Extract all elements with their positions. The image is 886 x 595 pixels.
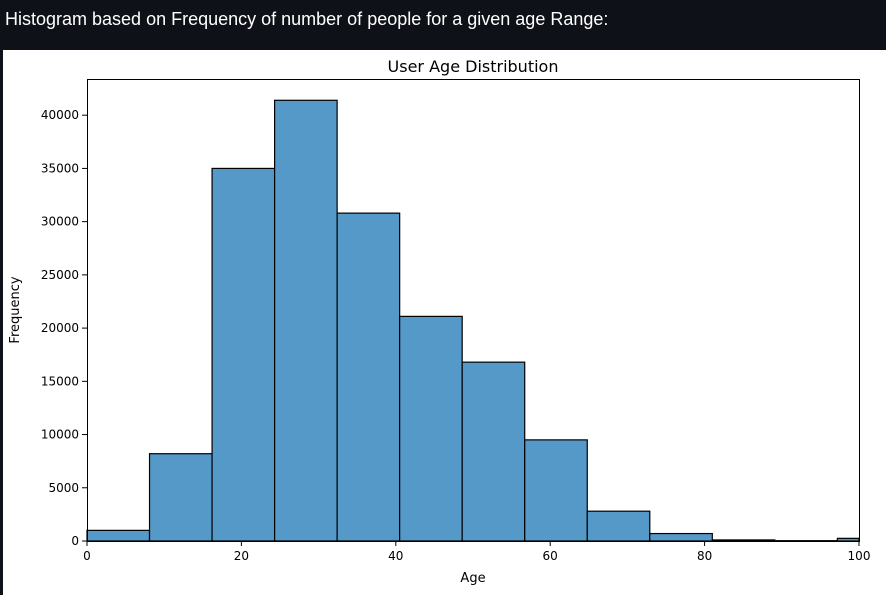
- y-tick-label: 25000: [41, 268, 79, 282]
- x-axis-ticks: 0 20 40 60 80 100: [83, 541, 870, 563]
- histogram-bar: [336, 212, 401, 542]
- histogram-bar: [273, 99, 338, 542]
- y-tick-label: 10000: [41, 428, 79, 442]
- histogram-bar: [524, 439, 588, 542]
- page-heading: Histogram based on Frequency of number o…: [5, 9, 609, 29]
- x-tick-label: 40: [388, 549, 403, 563]
- histogram-bar: [836, 537, 860, 542]
- chart-title: User Age Distribution: [388, 57, 559, 76]
- y-tick-label: 35000: [41, 161, 79, 175]
- x-tick-label: 60: [543, 549, 558, 563]
- y-tick-label: 5000: [48, 481, 79, 495]
- x-tick-label: 0: [83, 549, 91, 563]
- y-axis-ticks: 0 5000 10000 15000 20000 25000 30000 35000 40000: [41, 108, 87, 548]
- y-axis-label: Frequency: [8, 276, 23, 343]
- x-axis-label: Age: [460, 571, 485, 586]
- histogram-bar: [586, 510, 651, 542]
- x-tick-label: 100: [848, 549, 871, 563]
- y-tick-label: 40000: [41, 108, 79, 122]
- y-tick-label: 0: [71, 534, 79, 548]
- histogram-bar: [211, 167, 276, 542]
- histogram-bar: [86, 529, 151, 542]
- y-tick-label: 30000: [41, 215, 79, 229]
- histogram-bar: [649, 532, 713, 542]
- histogram-bar: [461, 361, 526, 542]
- plot-frame: [87, 79, 860, 542]
- histogram-bar: [148, 453, 213, 542]
- x-tick-label: 20: [234, 549, 249, 563]
- bars-group: [86, 99, 860, 542]
- y-tick-label: 15000: [41, 374, 79, 388]
- x-tick-label: 80: [697, 549, 712, 563]
- histogram-bar: [399, 315, 463, 542]
- histogram-chart: User Age Distribution 0 20 40 60 80 100 0 5000…: [8, 57, 870, 586]
- histogram-bar: [711, 539, 776, 542]
- y-tick-label: 20000: [41, 321, 79, 335]
- chart-panel: User Age Distribution 0 20 40 60 80 100 0 5000…: [3, 50, 886, 595]
